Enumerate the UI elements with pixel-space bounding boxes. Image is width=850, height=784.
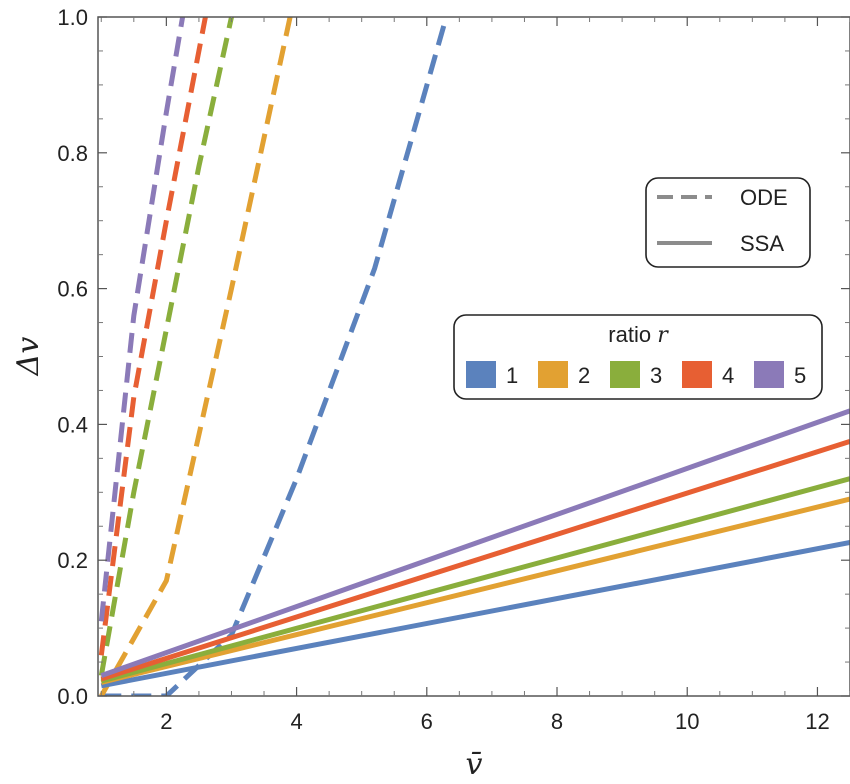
legend-label-ratio-1: 1 xyxy=(506,363,518,388)
series-dashed-ratio-5 xyxy=(98,17,186,622)
x-tick-label: 4 xyxy=(290,709,302,734)
legend-swatch-ratio-2 xyxy=(538,361,568,388)
color-legend-title-var: r xyxy=(657,323,669,348)
series-solid-ratio-2 xyxy=(100,496,850,685)
y-tick-label: 0.8 xyxy=(57,141,88,166)
legend-label-ratio-2: 2 xyxy=(578,363,590,388)
color-legend: ratio r 1 2 3 4 5 xyxy=(453,314,823,400)
y-axis-label: Δv xyxy=(11,337,46,377)
x-axis-label: v̄ xyxy=(466,747,483,782)
x-tick-label: 12 xyxy=(805,709,829,734)
x-tick-label: 6 xyxy=(421,709,433,734)
legend-ssa-label: SSA xyxy=(740,231,784,256)
y-tick-label: 0.0 xyxy=(57,684,88,709)
color-legend-title: ratio r xyxy=(608,322,669,348)
y-tick-label: 1.0 xyxy=(57,5,88,30)
color-legend-title-text: ratio xyxy=(608,322,651,347)
style-legend: ODE SSA xyxy=(645,177,811,268)
y-tick-label: 0.2 xyxy=(57,548,88,573)
y-axis-ticks: 0.0 0.2 0.4 0.6 0.8 1.0 xyxy=(57,5,850,709)
series-dashed-ratio-2 xyxy=(99,17,293,696)
legend-swatch-ratio-4 xyxy=(682,361,712,388)
legend-label-ratio-4: 4 xyxy=(722,363,734,388)
series-solid-ratio-3 xyxy=(100,476,850,684)
x-tick-label: 2 xyxy=(160,709,172,734)
color-legend-entries: 1 2 3 4 5 xyxy=(466,361,806,388)
series-solid-ratio-4 xyxy=(100,439,850,682)
legend-swatch-ratio-5 xyxy=(754,361,784,388)
y-tick-label: 0.4 xyxy=(57,412,88,437)
x-tick-label: 8 xyxy=(551,709,563,734)
x-tick-label: 10 xyxy=(675,709,699,734)
series-solid-ratio-5 xyxy=(100,408,850,678)
legend-label-ratio-3: 3 xyxy=(650,363,662,388)
legend-label-ratio-5: 5 xyxy=(794,363,806,388)
x-axis-ticks: 2 4 6 8 10 12 xyxy=(100,17,850,734)
legend-swatch-ratio-3 xyxy=(610,361,640,388)
series-dashed-ratio-4 xyxy=(98,17,208,656)
y-tick-label: 0.6 xyxy=(57,277,88,302)
series-solid-ratio-1 xyxy=(100,540,850,689)
legend-swatch-ratio-1 xyxy=(466,361,496,388)
legend-ode-label: ODE xyxy=(740,185,788,210)
series-dashed-ratio-3 xyxy=(98,17,234,677)
series-layer xyxy=(98,17,850,696)
